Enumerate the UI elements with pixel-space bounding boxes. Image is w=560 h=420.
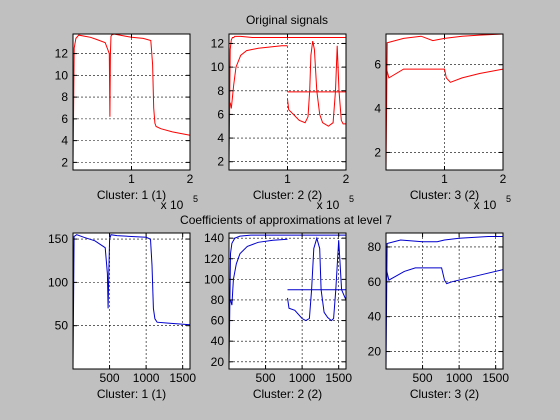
x-axis-label: Cluster: 1 (1) [97,387,166,401]
x-exponent-label: x 10 [317,198,340,212]
x-tick-label: 2 [343,172,350,186]
y-tick-label: 2 [217,155,224,169]
y-tick-label: 80 [211,293,225,307]
axes-6: 500 1000 1500 20 40 60 80 Cluster: 3 (2) [368,232,509,401]
y-tick-label: 12 [211,36,225,50]
y-tick-label: 4 [217,131,224,145]
axes-frame [72,232,191,370]
x-axis-label: Cluster: 3 (2) [410,387,479,401]
y-tick-label: 50 [55,319,69,333]
axes-3: 1 2 2 4 6 Cluster: 3 (2)x 10 5 [374,33,511,212]
y-tick-label: 12 [55,47,69,61]
axes-5: 500 1000 1500 20 40 60 80 100 120 140 Cluster: 2 (… [204,231,352,401]
x-exponent-power: 5 [506,194,511,204]
y-tick-label: 6 [61,112,68,126]
y-tick-label: 4 [61,134,68,148]
axes-frame [228,232,347,370]
y-tick-label: 100 [48,275,68,289]
series-line-1 [386,34,503,170]
series-line-1 [73,234,190,369]
series-line-1 [229,35,346,170]
series-line-2 [230,238,288,306]
series-line-3 [287,40,346,127]
y-tick-label: 40 [368,310,382,324]
x-tick-label: 1 [441,172,448,186]
x-tick-label: 1500 [325,371,352,385]
x-tick-label: 1 [128,172,135,186]
series-line-2 [386,66,503,83]
x-tick-label: 1000 [133,371,160,385]
x-tick-label: 1 [284,172,291,186]
x-tick-label: 1000 [446,371,473,385]
x-tick-label: 1500 [482,371,509,385]
y-tick-label: 6 [217,107,224,121]
x-axis-label: Cluster: 2 (2) [253,387,322,401]
axes-4: 500 1000 1500 50 100 150 Cluster: 1 (1) [48,232,196,401]
y-tick-label: 20 [211,355,225,369]
y-tick-label: 2 [374,145,381,159]
y-tick-label: 60 [368,275,382,289]
x-exponent-power: 5 [349,194,354,204]
x-tick-label: 1500 [169,371,196,385]
x-tick-label: 500 [256,371,276,385]
y-tick-label: 4 [374,102,381,116]
y-tick-label: 150 [48,232,68,246]
y-tick-label: 8 [217,84,224,98]
x-axis-label: Cluster: 1 (1) [97,188,166,202]
y-tick-label: 8 [61,90,68,104]
plot-area [386,233,503,369]
y-tick-label: 120 [204,252,224,266]
y-tick-label: 6 [374,58,381,72]
y-tick-label: 20 [368,345,382,359]
x-exponent-power: 5 [193,194,198,204]
y-tick-label: 10 [55,68,69,82]
series-line-2 [229,45,288,109]
x-tick-label: 500 [100,371,120,385]
series-line-1 [73,34,190,170]
y-tick-label: 2 [61,155,68,169]
x-axis-label: Cluster: 2 (2) [253,188,322,202]
y-tick-label: 140 [204,231,224,245]
axes-frame [385,232,504,370]
x-tick-label: 2 [500,172,507,186]
figure-title-bottom: Coefficients of approximations at level … [180,213,392,227]
x-tick-label: 2 [187,172,194,186]
series-line-1 [386,236,503,369]
plot-area [73,233,190,369]
y-tick-label: 60 [211,314,225,328]
x-tick-label: 1000 [289,371,316,385]
y-tick-label: 80 [368,240,382,254]
x-exponent-label: x 10 [474,198,497,212]
y-tick-label: 100 [204,272,224,286]
x-tick-label: 500 [413,371,433,385]
series-line-2 [386,267,503,285]
x-axis-label: Cluster: 3 (2) [410,188,479,202]
figure-title-top: Original signals [246,13,328,27]
y-tick-label: 40 [211,334,225,348]
y-tick-label: 10 [211,60,225,74]
x-exponent-label: x 10 [161,198,184,212]
